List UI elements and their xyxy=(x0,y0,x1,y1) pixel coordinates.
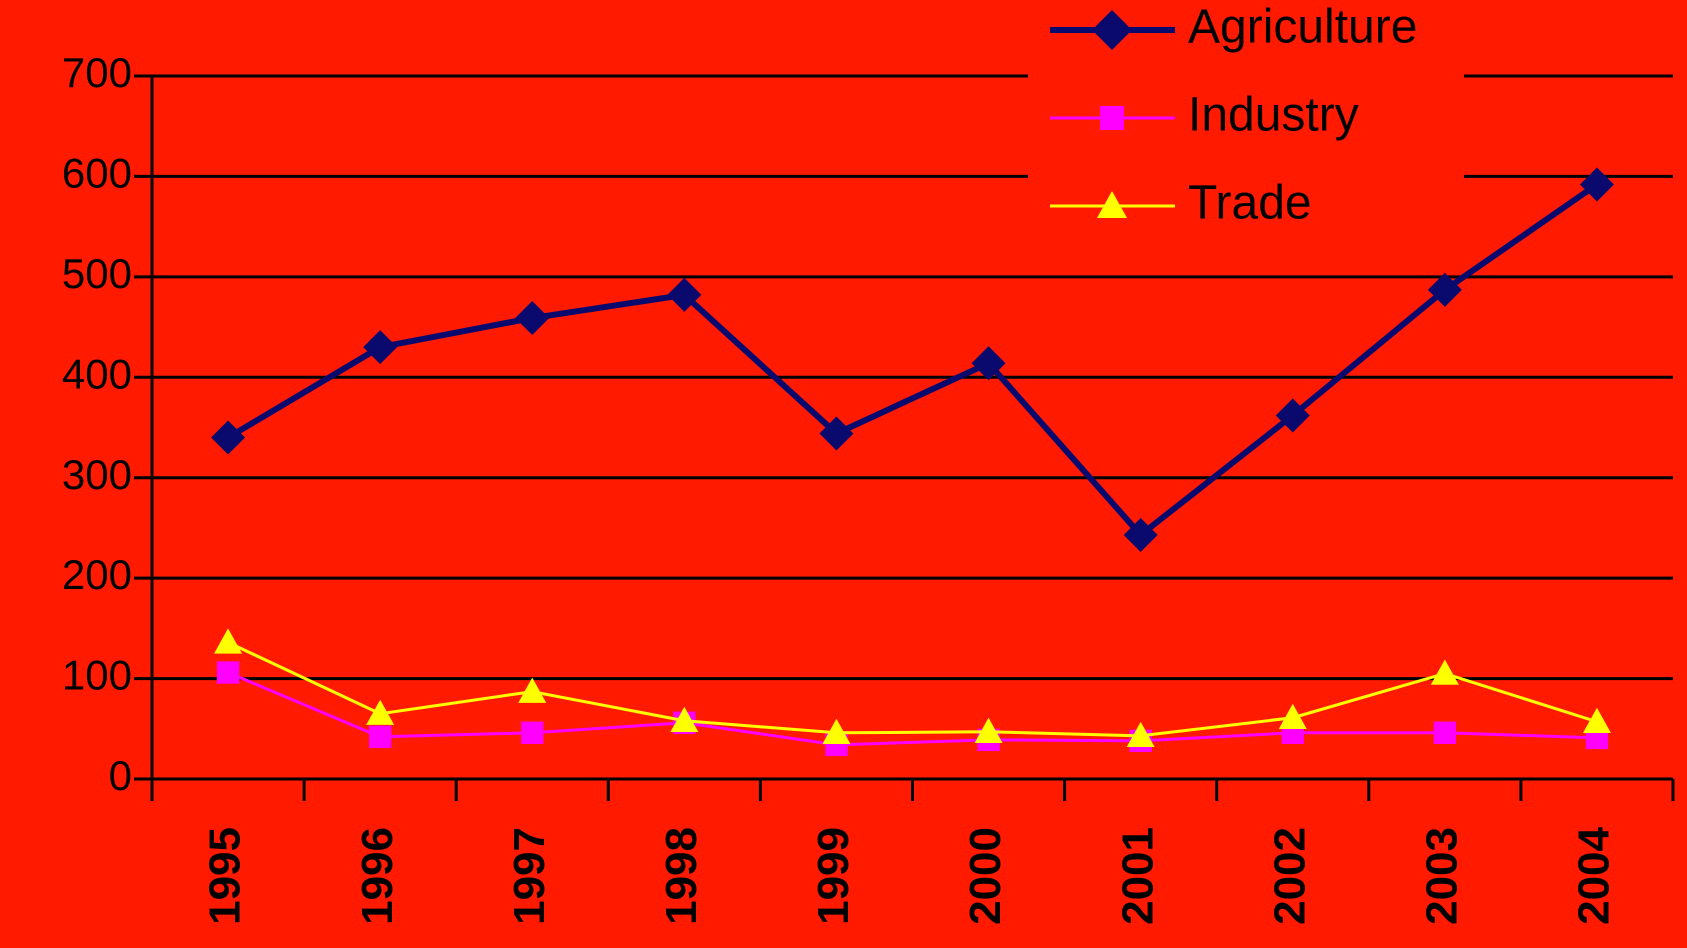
y-tick-label: 300 xyxy=(62,451,132,498)
marker xyxy=(1430,659,1459,685)
x-tick-label: 1996 xyxy=(353,827,402,925)
y-tick-label: 0 xyxy=(109,752,132,799)
y-tick-label: 500 xyxy=(62,250,132,297)
marker xyxy=(216,661,240,684)
marker xyxy=(1123,517,1158,552)
x-tick-label: 2001 xyxy=(1113,827,1162,925)
marker xyxy=(1427,272,1462,307)
x-tick-label: 1995 xyxy=(201,827,250,925)
x-tick-label: 1997 xyxy=(505,827,554,925)
marker xyxy=(1097,191,1127,218)
marker xyxy=(819,416,854,451)
series-line xyxy=(226,181,1599,540)
marker xyxy=(1433,721,1457,745)
marker xyxy=(515,301,550,336)
marker xyxy=(211,420,246,455)
y-tick-label: 700 xyxy=(62,49,132,96)
marker xyxy=(667,277,702,312)
legend-label: Agriculture xyxy=(1188,1,1417,54)
series-line xyxy=(227,641,1598,738)
marker xyxy=(822,718,851,745)
marker xyxy=(1278,703,1307,729)
x-tick-label: 2002 xyxy=(1265,827,1314,925)
marker xyxy=(1275,398,1310,433)
marker xyxy=(366,699,395,725)
marker xyxy=(1126,721,1155,748)
y-tick-label: 400 xyxy=(62,350,132,397)
legend-label: Industry xyxy=(1188,89,1359,142)
y-tick-label: 100 xyxy=(62,652,132,699)
x-tick-label: 2004 xyxy=(1570,826,1619,924)
marker xyxy=(974,717,1003,743)
x-tick-label: 2003 xyxy=(1417,827,1466,925)
series-line xyxy=(227,671,1597,747)
marker xyxy=(518,677,547,703)
x-tick-label: 2000 xyxy=(961,827,1010,925)
marker xyxy=(1092,10,1132,50)
marker xyxy=(214,628,243,654)
marker xyxy=(368,725,392,749)
marker xyxy=(363,330,398,365)
y-tick-label: 200 xyxy=(62,551,132,598)
legend-label: Trade xyxy=(1188,177,1312,230)
x-tick-label: 1998 xyxy=(657,827,706,925)
marker xyxy=(1579,167,1614,202)
marker xyxy=(670,706,699,732)
marker xyxy=(971,346,1006,381)
marker xyxy=(1582,707,1611,733)
marker xyxy=(521,721,544,745)
x-tick-label: 1999 xyxy=(809,827,858,925)
marker xyxy=(1100,106,1124,130)
y-tick-label: 600 xyxy=(62,150,132,197)
